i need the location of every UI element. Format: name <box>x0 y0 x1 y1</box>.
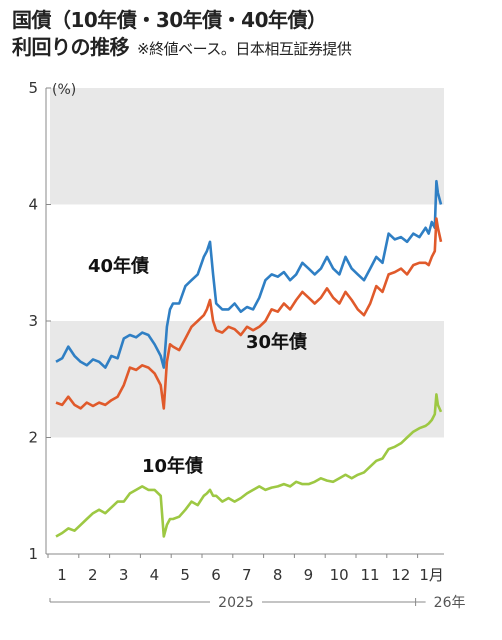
series-line-bond10 <box>55 393 443 538</box>
year-label-2025: 2025 <box>218 595 254 611</box>
y-tick-label-4: 4 <box>28 196 38 214</box>
y-tick-label-2: 2 <box>28 429 38 447</box>
series-line-bond30 <box>55 217 443 410</box>
series-line-bond40 <box>55 179 443 369</box>
y-tick-label-3: 3 <box>28 312 38 330</box>
x-tick-label-11: 12 <box>391 566 410 584</box>
x-tick-label-5: 6 <box>211 566 221 584</box>
grid-band-1 <box>50 88 444 205</box>
source-note: ※終値ベース。日本相互証券提供 <box>137 40 352 58</box>
grid-band-0 <box>50 321 444 438</box>
x-tick-label-3: 4 <box>150 566 160 584</box>
chart-title-block: 国債（10年債・30年債・40年債） 利回りの推移 ※終値ベース。日本相互証券提供 <box>12 6 352 62</box>
series-label-bond30: 30年債 <box>246 331 307 353</box>
series-lines <box>55 179 443 538</box>
chart-title: 国債（10年債・30年債・40年債） <box>12 8 327 32</box>
y-axis-unit: (%) <box>52 82 76 98</box>
x-tick-label-10: 11 <box>360 566 379 584</box>
grid-bands <box>50 88 444 438</box>
x-tick-label-0: 1 <box>57 566 67 584</box>
x-tick-label-8: 9 <box>304 566 314 584</box>
x-tick-label-12: 1月 <box>419 566 444 584</box>
y-tick-label-1: 1 <box>28 545 38 563</box>
x-tick-label-7: 8 <box>273 566 283 584</box>
x-tick-label-6: 7 <box>242 566 252 584</box>
series-label-bond40: 40年債 <box>88 255 149 277</box>
year-label-2026: 26年 <box>434 595 466 611</box>
x-tick-label-4: 5 <box>180 566 190 584</box>
x-tick-label-9: 10 <box>330 566 349 584</box>
chart-subtitle-text: 利回りの推移 <box>12 35 130 59</box>
x-tick-label-2: 3 <box>119 566 129 584</box>
x-tick-label-1: 2 <box>88 566 98 584</box>
chart-subtitle: 利回りの推移 ※終値ベース。日本相互証券提供 <box>12 34 352 62</box>
y-tick-label-5: 5 <box>28 79 38 97</box>
series-labels: 40年債 30年債 10年債 <box>88 255 307 477</box>
series-label-bond10: 10年債 <box>142 455 203 477</box>
